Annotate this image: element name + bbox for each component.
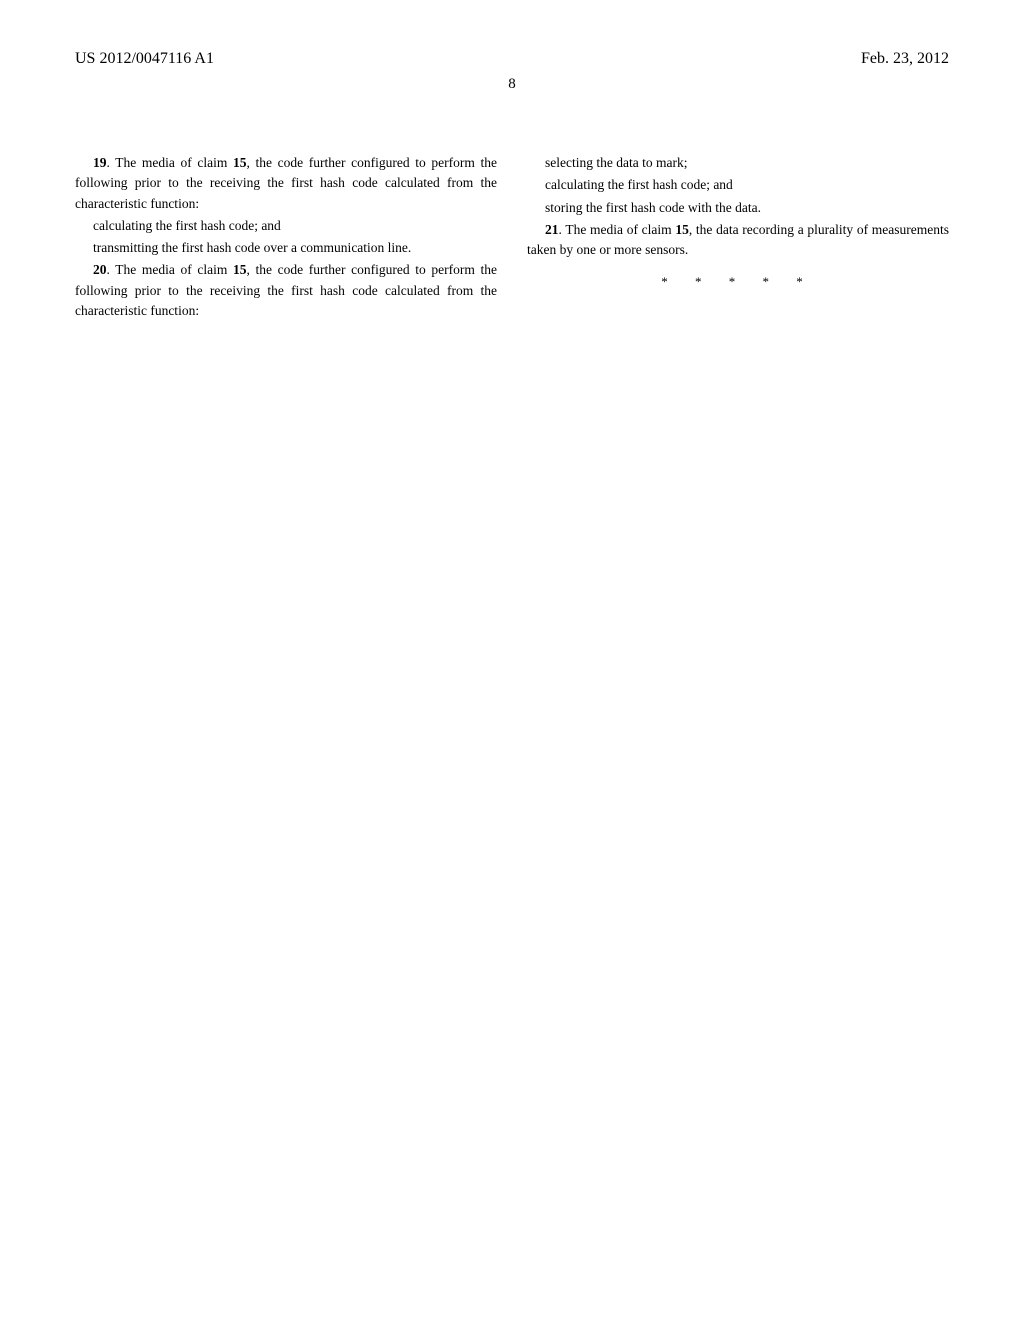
publication-number: US 2012/0047116 A1 (75, 50, 214, 68)
claim-text-before: . The media of claim (107, 155, 234, 170)
claim-text-before: . The media of claim (107, 262, 234, 277)
claim-ref: 15 (675, 222, 689, 237)
claim-number: 20 (93, 262, 107, 277)
patent-page: US 2012/0047116 A1 Feb. 23, 2012 8 19. T… (0, 0, 1024, 373)
claim-19-sub-a: calculating the first hash code; and (75, 216, 497, 236)
claim-number: 19 (93, 155, 107, 170)
publication-date: Feb. 23, 2012 (861, 50, 949, 68)
claim-21: 21. The media of claim 15, the data reco… (527, 220, 949, 261)
claim-19: 19. The media of claim 15, the code furt… (75, 153, 497, 214)
page-number: 8 (75, 76, 949, 93)
end-asterisks: * * * * * (527, 272, 949, 292)
left-column: 19. The media of claim 15, the code furt… (75, 153, 497, 323)
claim-20-sub-b: calculating the first hash code; and (527, 175, 949, 195)
claim-ref: 15 (233, 262, 247, 277)
claim-number: 21 (545, 222, 559, 237)
claim-20-sub-a: selecting the data to mark; (527, 153, 949, 173)
claim-text-before: . The media of claim (559, 222, 676, 237)
claim-19-sub-b: transmitting the first hash code over a … (75, 238, 497, 258)
claim-20-sub-c: storing the first hash code with the dat… (527, 198, 949, 218)
claim-ref: 15 (233, 155, 247, 170)
claim-20: 20. The media of claim 15, the code furt… (75, 260, 497, 321)
content-columns: 19. The media of claim 15, the code furt… (75, 153, 949, 323)
page-header: US 2012/0047116 A1 Feb. 23, 2012 (75, 50, 949, 68)
right-column: selecting the data to mark; calculating … (527, 153, 949, 323)
